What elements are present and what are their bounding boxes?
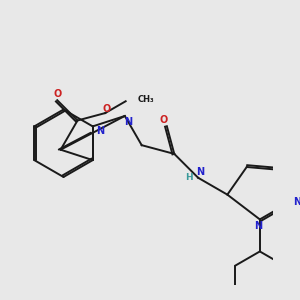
Text: CH₃: CH₃ — [137, 95, 154, 104]
Text: O: O — [159, 115, 168, 125]
Text: N: N — [96, 126, 104, 136]
Text: N: N — [254, 221, 262, 231]
Text: N: N — [196, 167, 204, 177]
Text: N: N — [124, 117, 132, 127]
Text: O: O — [103, 104, 111, 114]
Text: H: H — [185, 173, 193, 182]
Text: N: N — [293, 197, 300, 207]
Text: O: O — [53, 89, 61, 99]
